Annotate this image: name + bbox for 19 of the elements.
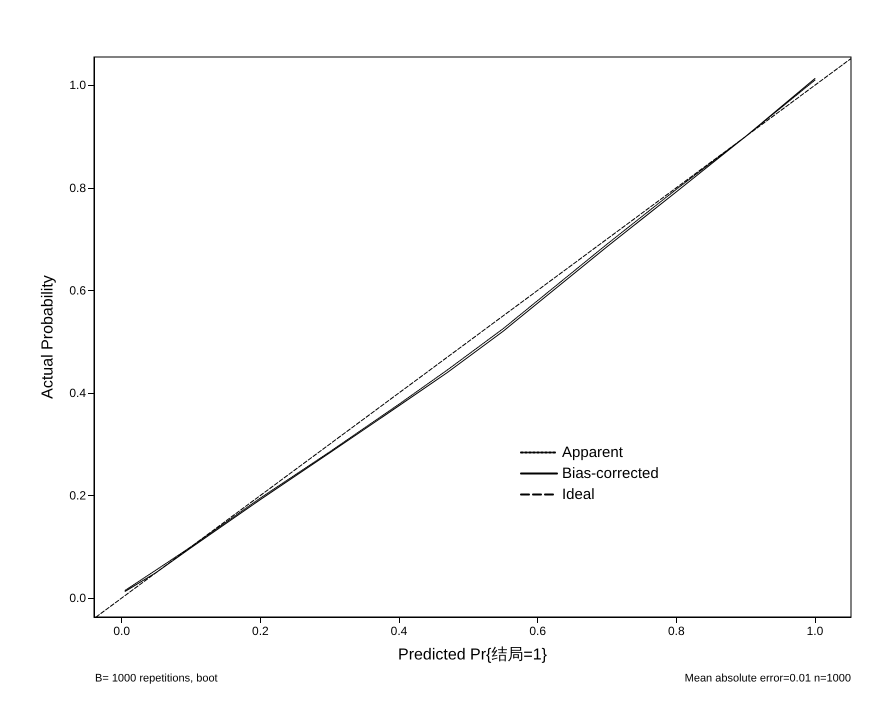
x-tick-label: 0.0	[113, 624, 130, 638]
x-axis-title: Predicted Pr{结局=1}	[398, 646, 548, 664]
y-tick-label: 0.6	[69, 283, 86, 298]
y-tick-label: 0.8	[69, 180, 86, 195]
x-tick-label: 0.6	[529, 624, 546, 638]
legend-label: Apparent	[562, 444, 624, 461]
x-tick-label: 1.0	[806, 624, 824, 638]
text: B= 1000 repetitions, boot	[95, 672, 218, 684]
x-tick-label: 0.8	[668, 624, 685, 638]
y-axis-title: Actual Probability	[40, 275, 56, 399]
x-tick-label: 0.4	[390, 624, 408, 638]
legend-label: Ideal	[562, 486, 595, 503]
y-tick-label: 1.0	[69, 78, 86, 92]
legend-label: Bias-corrected	[562, 465, 659, 482]
y-tick-label: 0.0	[69, 591, 86, 606]
x-tick-label: 0.2	[252, 624, 270, 638]
text: Mean absolute error=0.01 n=1000	[684, 672, 851, 684]
y-tick-label: 0.2	[69, 488, 86, 502]
y-tick-label: 0.4	[69, 386, 86, 400]
